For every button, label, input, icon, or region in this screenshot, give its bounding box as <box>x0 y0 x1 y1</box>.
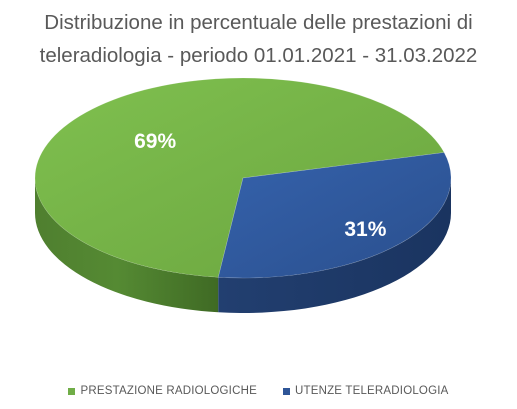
slice-side-prestazione <box>35 178 219 313</box>
legend-label-utenze: UTENZE TELERADIOLOGIA <box>294 385 449 397</box>
slice-side-utenze <box>218 178 451 314</box>
slice-prestazione <box>34 77 445 278</box>
legend: PRESTAZIONE RADIOLOGICHE UTENZE TELERADI… <box>0 385 517 397</box>
legend-label-prestazione: PRESTAZIONE RADIOLOGICHE <box>80 385 257 397</box>
data-label-prestazione: 69% <box>134 130 176 153</box>
legend-item-prestazione: PRESTAZIONE RADIOLOGICHE <box>68 385 257 397</box>
chart-title-line-1: Distribuzione in percentuale delle prest… <box>44 11 473 34</box>
legend-swatch-prestazione <box>68 387 76 395</box>
chart-title-line-2: teleradiologia - periodo 01.01.2021 - 31… <box>39 44 478 67</box>
legend-item-utenze: UTENZE TELERADIOLOGIA <box>282 385 449 397</box>
chart-title: Distribuzione in percentuale delle prest… <box>0 6 517 72</box>
data-label-utenze: 31% <box>344 218 386 241</box>
slice-utenze <box>217 152 452 279</box>
legend-swatch-utenze <box>282 387 290 395</box>
